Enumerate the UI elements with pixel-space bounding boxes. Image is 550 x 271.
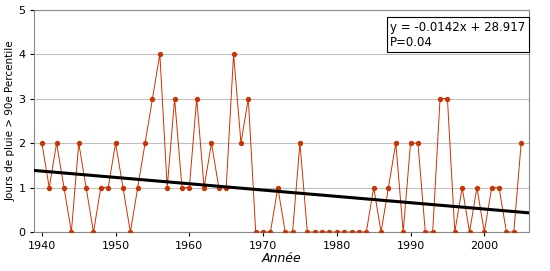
Text: y = -0.0142x + 28.917
P=0.04: y = -0.0142x + 28.917 P=0.04 bbox=[390, 21, 525, 49]
Y-axis label: Jours de pluie > 90e Percentile: Jours de pluie > 90e Percentile bbox=[6, 40, 15, 201]
X-axis label: Année: Année bbox=[262, 253, 301, 265]
